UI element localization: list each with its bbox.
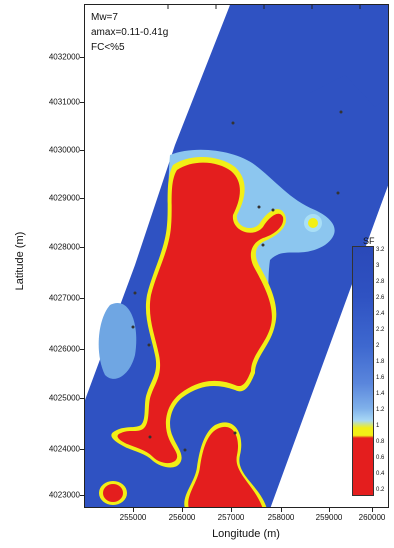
legend-tick-label: 0.8	[376, 439, 385, 445]
legend-tick-label: 0.6	[376, 455, 385, 461]
borehole-marker	[336, 191, 340, 195]
y-tick-label: 4032000	[48, 52, 80, 62]
legend-tick-label: 1.8	[376, 359, 385, 365]
borehole-marker	[183, 448, 187, 452]
y-tick-label: 4026000	[48, 344, 80, 354]
legend-tick-label: 3	[376, 263, 380, 269]
borehole-marker	[148, 435, 152, 439]
x-tick-label: 259000	[315, 513, 343, 522]
x-tick-mark	[182, 508, 183, 512]
y-tick-mark	[80, 349, 84, 350]
liquefaction-zone	[117, 162, 284, 464]
legend-tick-label: 2.2	[376, 327, 385, 333]
map-frame	[84, 4, 389, 508]
y-tick-mark	[80, 398, 84, 399]
x-tick-mark	[281, 508, 282, 512]
x-tick-label: 260000	[358, 513, 386, 522]
borehole-marker	[147, 343, 151, 347]
x-tick-mark	[329, 508, 330, 512]
magnitude-text: Mw=7	[91, 12, 118, 23]
legend-tick-label: 1.6	[376, 375, 385, 381]
x-tick-mark	[231, 508, 232, 512]
borehole-marker	[133, 291, 137, 295]
transition-zone-west	[98, 303, 137, 379]
legend-tick-label: 1.2	[376, 407, 385, 413]
fines-content-text: FC<%5	[91, 42, 125, 53]
y-tick-label: 4025000	[48, 393, 80, 403]
x-axis-label: Longitude (m)	[212, 528, 280, 540]
borehole-marker	[233, 431, 237, 435]
y-tick-label: 4027000	[48, 293, 80, 303]
liquefaction-zone-south-core	[188, 427, 263, 507]
scenario-info: Mw=7 amax=0.11-0.41g FC<%5	[91, 10, 168, 55]
borehole-marker	[257, 205, 261, 209]
x-tick-label: 255000	[119, 513, 147, 522]
y-tick-mark	[80, 57, 84, 58]
borehole-marker	[339, 110, 343, 114]
y-tick-label: 4028000	[48, 242, 80, 252]
borehole-marker	[271, 208, 275, 212]
y-tick-mark	[80, 247, 84, 248]
x-tick-label: 257000	[217, 513, 245, 522]
legend-tick-label: 1	[376, 423, 380, 429]
y-tick-label: 4031000	[48, 97, 80, 107]
safety-factor-map	[85, 5, 388, 507]
y-axis-label: Latitude (m)	[14, 231, 26, 291]
borehole-marker	[131, 325, 135, 329]
borehole-marker	[261, 243, 265, 247]
x-tick-mark	[372, 508, 373, 512]
legend-tick-label: 2.8	[376, 279, 385, 285]
legend-tick-label: 2.4	[376, 311, 385, 317]
y-tick-label: 4030000	[48, 145, 80, 155]
y-tick-mark	[80, 298, 84, 299]
legend-tick-label: 2.6	[376, 295, 385, 301]
legend-tick-label: 3.2	[376, 247, 385, 253]
x-tick-label: 256000	[168, 513, 196, 522]
borehole-marker	[231, 121, 235, 125]
legend-tick-label: 2	[376, 343, 380, 349]
y-tick-label: 4024000	[48, 444, 80, 454]
y-tick-mark	[80, 449, 84, 450]
y-tick-mark	[80, 495, 84, 496]
y-tick-label: 4023000	[48, 490, 80, 500]
x-tick-mark	[133, 508, 134, 512]
x-tick-label: 258000	[267, 513, 295, 522]
anomaly-blob-core	[308, 218, 318, 228]
liquefaction-spot-southwest-core	[103, 484, 123, 502]
y-tick-label: 4029000	[48, 193, 80, 203]
legend-color-bar	[352, 246, 374, 496]
legend-tick-label: 1.4	[376, 391, 385, 397]
pga-text: amax=0.11-0.41g	[91, 27, 169, 38]
legend-title: SF	[363, 236, 375, 246]
legend-tick-label: 0.2	[376, 487, 385, 493]
y-tick-mark	[80, 150, 84, 151]
y-tick-mark	[80, 198, 84, 199]
y-tick-mark	[80, 102, 84, 103]
legend-tick-label: 0.4	[376, 471, 385, 477]
